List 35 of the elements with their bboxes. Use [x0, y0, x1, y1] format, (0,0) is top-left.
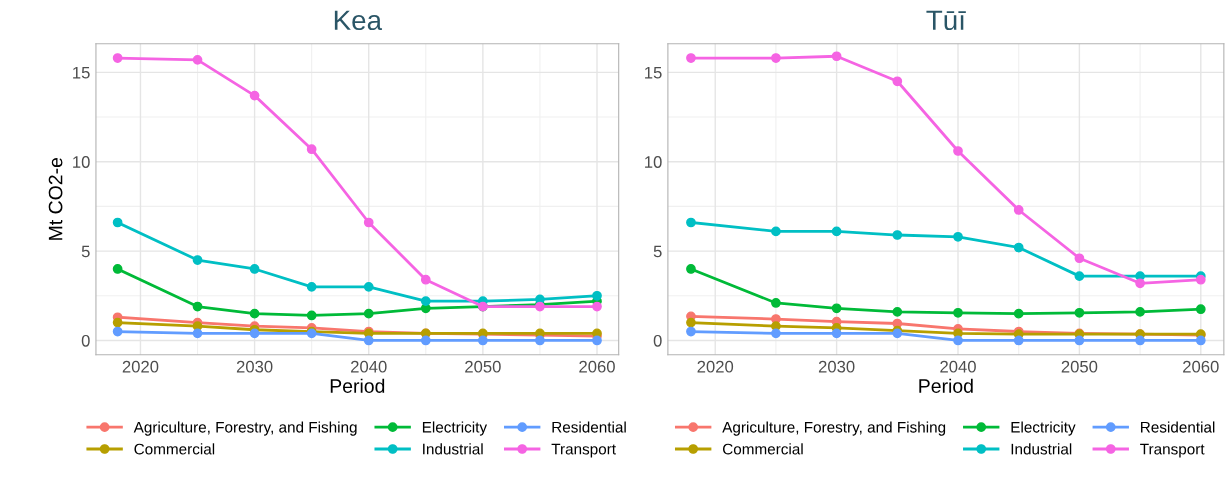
chart-title: Kea [334, 10, 383, 31]
x-tick-label: 2020 [697, 360, 734, 373]
x-tick-label: 2050 [465, 360, 501, 373]
y-tick-label: 10 [73, 156, 90, 168]
y-tick-label: 0 [653, 334, 662, 347]
legend-label: Transport [1140, 443, 1205, 458]
legend-label: Residential [552, 421, 626, 433]
legend-label: Industrial [1011, 443, 1072, 455]
legend-label: Commercial [134, 443, 215, 455]
legend-label: Agriculture, Forestry, and Fishing [722, 421, 946, 436]
legend-label: Electricity [422, 421, 488, 436]
y-tick-label: 0 [81, 334, 90, 347]
legend-label: Commercial [722, 443, 803, 455]
x-tick-label: 2020 [122, 360, 159, 373]
legend-label: Agriculture, Forestry, and Fishing [133, 421, 357, 436]
x-tick-label: 2030 [818, 360, 855, 373]
y-tick-label: 5 [653, 245, 662, 258]
y-tick-label: 10 [645, 156, 662, 168]
legend-label: Industrial [423, 443, 483, 455]
legend-label: Transport [551, 443, 616, 458]
x-tick-label: 2060 [1183, 360, 1219, 373]
legend-label: Residential [1141, 421, 1215, 433]
legend-label: Electricity [1011, 421, 1076, 436]
x-tick-label: 2030 [236, 360, 273, 373]
y-tick-label: 15 [645, 66, 662, 79]
x-axis-title: Period [919, 378, 973, 393]
x-tick-label: 2050 [1061, 360, 1098, 373]
x-axis-title: Period [330, 378, 385, 393]
y-tick-label: 15 [73, 66, 90, 79]
x-tick-label: 2060 [579, 360, 615, 373]
y-axis-title: Mt CO2-e [48, 157, 63, 240]
x-tick-label: 2040 [351, 360, 387, 373]
x-tick-label: 2040 [940, 360, 976, 373]
chart-title: Tūī [926, 10, 966, 31]
y-tick-label: 5 [81, 245, 90, 258]
